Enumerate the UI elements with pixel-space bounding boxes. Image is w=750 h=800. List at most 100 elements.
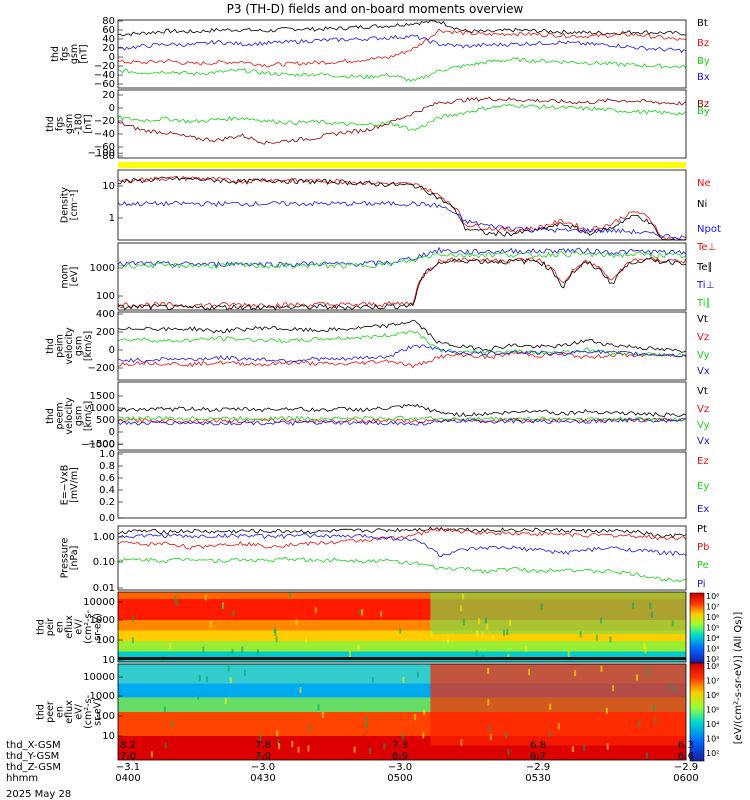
y-tick-label: 100 [96,291,115,302]
panel-frame [117,169,687,241]
spectrogram-texture [548,730,551,737]
legend-label: Pe [697,560,709,571]
panel-temperature: 1000 100 mom[eV] Te⊥ Te∥ Ti⊥ Ti∥ [59,242,716,311]
spectrogram-texture [358,609,361,616]
panel-frame [117,525,687,591]
spectrogram-texture [507,749,510,756]
spectrogram-texture [478,618,481,625]
figure-title: P3 (TH-D) fields and on-board moments ov… [227,2,524,16]
series-line-fgs_gsm_180-0 [117,96,687,145]
panel-frame [117,311,687,381]
spectrogram-texture [540,603,543,610]
x-tick-label: −3.0 [251,762,275,773]
colorbar-tick-label: 10⁶ [706,691,719,700]
spectrogram-texture [600,617,603,624]
spectrogram-texture [600,665,603,672]
spectrogram-texture [484,617,487,624]
spectrogram-texture [649,602,652,609]
spectrogram-texture [174,595,177,602]
spectrogram-texture [605,707,608,714]
y-tick-label: −80 [94,151,115,162]
spectrogram-texture [243,669,246,676]
y-axis-label-line: E=−VxB [59,465,70,506]
spectrogram-texture [643,642,646,649]
y-axis-label-line: (cm²-s- [83,695,94,729]
y-axis-label-line: sr-eV) [93,698,104,726]
x-axis-row-label: thd_Z-GSM [6,762,61,773]
spectrogram-texture [509,619,512,626]
colorbar-tick-label: 10⁴ [706,634,719,643]
y-tick-label: 0 [109,52,115,63]
spectrogram-texture [197,693,200,700]
y-tick-label: 0.2 [99,497,115,508]
spectrogram-texture [567,651,570,658]
y-axis-label-line: [eV] [69,267,80,287]
spectrogram-texture [671,620,674,627]
spectrogram-texture [549,703,552,710]
spectrogram-texture [638,720,641,727]
y-tick-label: 0.6 [99,473,115,484]
y-tick-label: 1000 [90,691,115,702]
spectrogram-texture [321,711,324,718]
spectrogram-texture [150,751,153,758]
spectrogram-texture [416,671,419,678]
spectrogram-texture [276,730,279,737]
colorbar: [eV/(cm²-s-sr-eV)] (All Qs)] 10⁸10⁷10⁶10… [689,592,744,762]
spectrogram-texture [475,649,478,656]
spectrogram-texture [222,603,225,610]
legend-label: Pb [697,542,709,553]
y-tick-label: 0.4 [99,485,115,496]
spectrogram-texture [202,646,205,653]
y-tick-label: 20 [102,90,115,101]
y-axis-label-line: thd [36,704,47,720]
spectrogram-texture [423,709,426,716]
spectrogram-texture [357,644,360,651]
spectrogram-texture [492,633,495,640]
series-line-peem_velocity-1 [117,417,687,424]
spectrogram-texture [308,724,311,731]
yellow-flag-bar [118,162,686,168]
x-tick-label: 0530 [525,773,550,784]
spectrogram-texture [673,685,676,692]
spectrogram-texture [557,723,560,730]
y-axis-label-line: Density [59,187,70,223]
y-axis-label-line: [km/s] [83,331,94,361]
spectrogram-texture [506,629,509,636]
spectrogram-texture [227,665,230,672]
legend-label: Vt [697,314,708,325]
x-axis-row-label: hhmm [6,773,38,784]
spectrogram-texture [383,743,386,750]
y-axis-label-line: [km/s] [83,401,94,431]
spectrogram-texture [632,602,635,609]
flag-bar [118,162,686,168]
y-tick-label: −40 [94,70,115,81]
y-axis-label-line: gsm [69,44,80,64]
y-axis-label-line: gsm [74,336,85,356]
y-tick-label: 1.0 [99,449,115,460]
series-line-temperature-3 [117,251,687,270]
spectrogram-texture [132,615,135,622]
spectrogram-texture [644,647,647,654]
series-line-fgs_gsm-3 [117,34,687,54]
y-tick-label: 10 [102,655,115,666]
y-tick-label: −40 [94,129,115,140]
spectrogram-band [118,620,686,631]
x-tick-label: 0400 [115,773,140,784]
x-tick-label: 6.7 [530,751,546,762]
x-tick-label: 6.9 [392,751,408,762]
y-tick-label: 10 [102,731,115,742]
y-axis-label-line: [nPa] [69,546,80,571]
legend-label: Vz [697,332,709,343]
series-line-temperature-0 [117,256,687,309]
legend-label: Vz [697,404,709,415]
y-tick-label: 0 [109,427,115,438]
panels-group: 806040200−20−40−60thdfgsgsm[nT]BtBzByBx2… [36,16,721,761]
spectrogram-texture [646,668,649,675]
y-axis-label-line: sr-eV) [93,613,104,641]
series-line-fgs_gsm-0 [117,19,687,37]
legend-label: Te⊥ [696,242,716,253]
y-tick-label: 1 [109,213,115,224]
spectrogram-texture [462,593,465,600]
series-line-density-0 [117,175,687,241]
